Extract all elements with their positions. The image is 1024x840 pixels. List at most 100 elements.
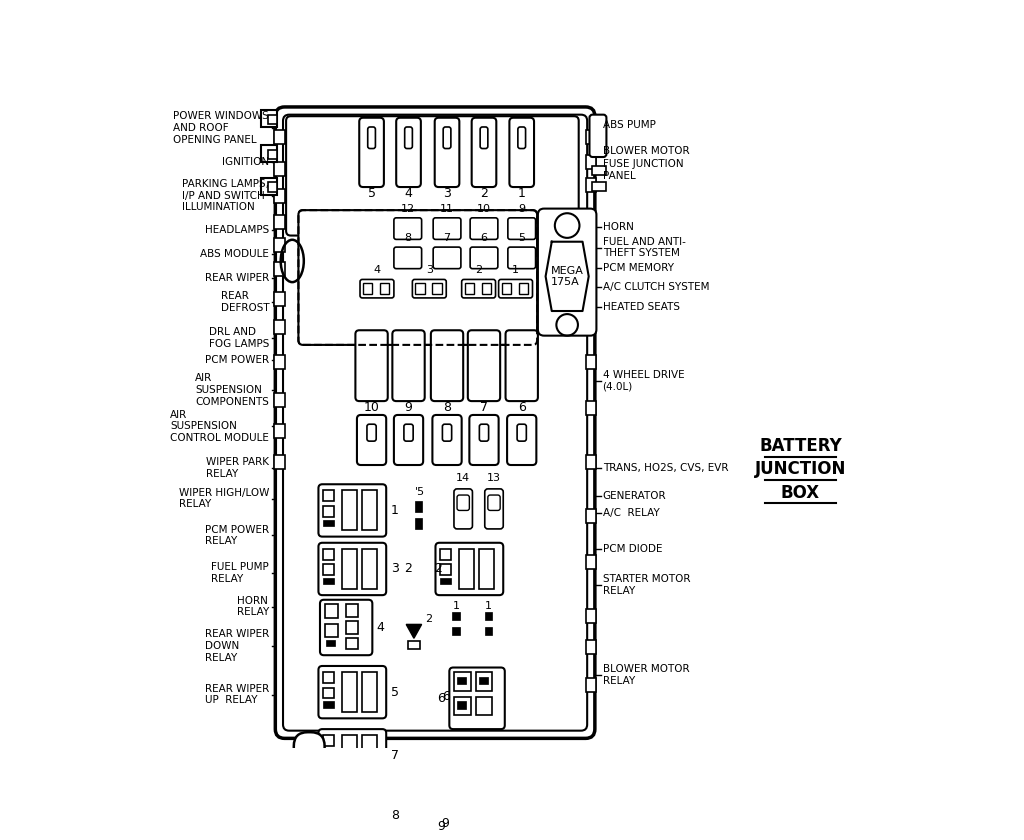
- FancyBboxPatch shape: [433, 247, 461, 269]
- Bar: [440, 578, 451, 585]
- Bar: [273, 262, 285, 276]
- Bar: [323, 701, 334, 707]
- Text: 2: 2: [425, 614, 432, 624]
- Text: HORN: HORN: [602, 222, 634, 232]
- Text: 5: 5: [518, 234, 525, 244]
- Text: 1: 1: [484, 601, 492, 611]
- Bar: [323, 578, 334, 585]
- FancyBboxPatch shape: [518, 127, 525, 149]
- Text: 7: 7: [443, 234, 451, 244]
- Text: 7: 7: [480, 401, 488, 414]
- Bar: [267, 150, 276, 160]
- Bar: [361, 795, 377, 835]
- FancyBboxPatch shape: [318, 790, 386, 840]
- Bar: [454, 672, 471, 690]
- Text: HEADLAMPS: HEADLAMPS: [205, 225, 269, 235]
- Text: REAR WIPER: REAR WIPER: [205, 273, 269, 283]
- Bar: [586, 239, 596, 253]
- Text: 6: 6: [437, 692, 445, 705]
- Text: PCM POWER: PCM POWER: [205, 354, 269, 365]
- FancyBboxPatch shape: [413, 280, 446, 298]
- Bar: [586, 679, 596, 692]
- Text: HORN
RELAY: HORN RELAY: [237, 596, 269, 617]
- Text: 10: 10: [364, 401, 380, 414]
- Bar: [586, 609, 596, 622]
- FancyBboxPatch shape: [355, 330, 388, 401]
- Text: FUSE JUNCTION
PANEL: FUSE JUNCTION PANEL: [602, 160, 683, 181]
- Text: 10: 10: [477, 204, 490, 214]
- Text: 1: 1: [518, 186, 525, 200]
- FancyBboxPatch shape: [469, 415, 499, 465]
- Bar: [592, 181, 605, 191]
- Text: IGNITION: IGNITION: [222, 157, 269, 167]
- Text: 14: 14: [456, 473, 470, 483]
- Bar: [342, 735, 357, 775]
- Bar: [273, 320, 285, 334]
- Bar: [440, 549, 451, 559]
- FancyBboxPatch shape: [394, 415, 423, 465]
- Bar: [586, 155, 596, 169]
- FancyBboxPatch shape: [450, 668, 505, 729]
- Text: 12: 12: [400, 204, 415, 214]
- FancyBboxPatch shape: [392, 330, 425, 401]
- FancyBboxPatch shape: [433, 218, 461, 239]
- Bar: [326, 640, 336, 646]
- Text: 6: 6: [441, 690, 450, 703]
- Text: 13: 13: [487, 473, 501, 483]
- Bar: [342, 549, 357, 589]
- FancyBboxPatch shape: [590, 114, 606, 157]
- FancyBboxPatch shape: [367, 424, 376, 441]
- Bar: [586, 640, 596, 654]
- FancyBboxPatch shape: [404, 127, 413, 149]
- Bar: [457, 829, 466, 837]
- Text: WIPER HIGH/LOW
RELAY: WIPER HIGH/LOW RELAY: [179, 488, 269, 509]
- Bar: [380, 283, 389, 294]
- Text: 8: 8: [391, 809, 398, 822]
- Text: 1: 1: [391, 504, 398, 517]
- Bar: [478, 677, 487, 685]
- Text: 4: 4: [404, 186, 413, 200]
- Bar: [273, 354, 285, 369]
- Bar: [273, 238, 285, 252]
- Text: FUEL PUMP
RELAY: FUEL PUMP RELAY: [211, 562, 269, 584]
- FancyBboxPatch shape: [275, 107, 595, 738]
- FancyBboxPatch shape: [442, 424, 452, 441]
- FancyBboxPatch shape: [396, 118, 421, 187]
- Bar: [323, 491, 334, 501]
- FancyBboxPatch shape: [454, 489, 472, 529]
- Bar: [453, 627, 460, 635]
- FancyBboxPatch shape: [432, 415, 462, 465]
- Bar: [342, 491, 357, 531]
- FancyBboxPatch shape: [506, 330, 538, 401]
- Text: HEATED SEATS: HEATED SEATS: [602, 302, 680, 312]
- Bar: [323, 549, 334, 559]
- Bar: [323, 687, 334, 698]
- Text: PARKING LAMPS,
I/P AND SWITCH
ILLUMINATION: PARKING LAMPS, I/P AND SWITCH ILLUMINATI…: [182, 179, 269, 213]
- Bar: [361, 672, 377, 712]
- Bar: [273, 424, 285, 438]
- FancyBboxPatch shape: [298, 210, 538, 345]
- Text: 9: 9: [441, 816, 450, 830]
- Bar: [416, 518, 422, 529]
- Bar: [475, 800, 493, 818]
- FancyBboxPatch shape: [318, 729, 386, 781]
- FancyBboxPatch shape: [487, 495, 500, 511]
- Bar: [453, 612, 460, 620]
- Bar: [323, 564, 334, 575]
- FancyBboxPatch shape: [508, 247, 536, 269]
- Text: 8: 8: [404, 234, 412, 244]
- Text: 3: 3: [443, 186, 451, 200]
- Text: BATTERY: BATTERY: [759, 438, 842, 455]
- Text: REAR WIPER
UP  RELAY: REAR WIPER UP RELAY: [205, 684, 269, 706]
- Text: BLOWER MOTOR: BLOWER MOTOR: [602, 145, 689, 155]
- Bar: [361, 549, 377, 589]
- Bar: [454, 800, 471, 818]
- Text: 9: 9: [404, 401, 413, 414]
- FancyBboxPatch shape: [394, 218, 422, 239]
- FancyBboxPatch shape: [538, 208, 596, 336]
- FancyBboxPatch shape: [462, 280, 496, 298]
- Text: REAR
DEFROST: REAR DEFROST: [220, 291, 269, 312]
- Text: BOX: BOX: [781, 484, 820, 501]
- Text: BLOWER MOTOR
RELAY: BLOWER MOTOR RELAY: [602, 664, 689, 686]
- FancyBboxPatch shape: [318, 543, 386, 595]
